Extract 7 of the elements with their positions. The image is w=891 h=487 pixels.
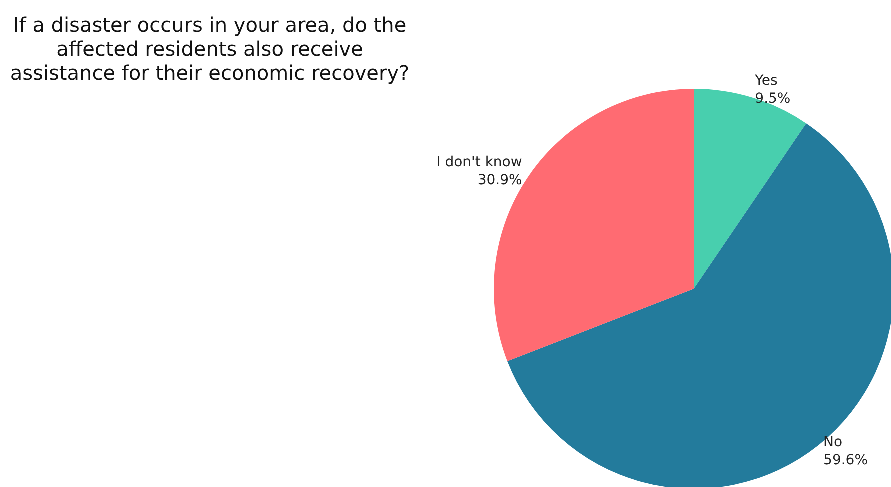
slice-label: Yes [754,73,778,90]
data-label: 59.6% [824,452,868,469]
data-label: 9.5% [755,91,791,108]
data-label: 30.9% [478,172,522,189]
slice-label: I don't know [436,154,522,171]
slice-label: No [824,434,843,451]
text: If a disaster occurs in your area, do the affected residents also receive assistance for their economic recovery? [10,13,410,85]
